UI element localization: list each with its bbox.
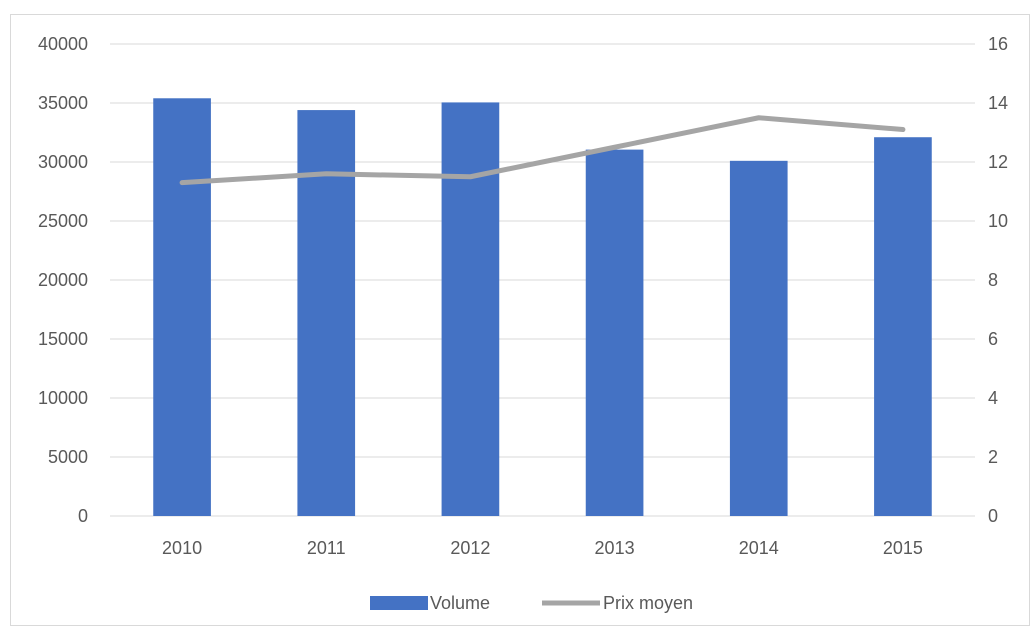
x-tick-label: 2010 (162, 538, 202, 558)
right-tick-label: 4 (988, 388, 998, 408)
right-tick-label: 0 (988, 506, 998, 526)
left-tick-label: 35000 (38, 93, 88, 113)
prix-moyen-series-line (179, 115, 906, 186)
bar-volume-2013 (585, 149, 644, 517)
left-tick-label: 40000 (38, 34, 88, 54)
legend-prix-moyen-label: Prix moyen (603, 593, 693, 613)
right-tick-label: 2 (988, 447, 998, 467)
right-tick-label: 12 (988, 152, 1008, 172)
right-tick-label: 6 (988, 329, 998, 349)
bar-volume-2015 (874, 137, 932, 516)
x-tick-label: 2013 (595, 538, 635, 558)
left-tick-label: 10000 (38, 388, 88, 408)
left-tick-label: 25000 (38, 211, 88, 231)
legend-volume-label: Volume (430, 593, 490, 613)
legend: Volume Prix moyen (370, 593, 693, 613)
legend-volume-swatch (370, 596, 428, 610)
right-axis-ticks: 0 2 4 6 8 10 12 14 16 (988, 34, 1008, 526)
bar-volume-2010 (153, 98, 211, 516)
x-axis-ticks: 2010 2011 2012 2013 2014 2015 (162, 538, 923, 558)
left-tick-label: 30000 (38, 152, 88, 172)
bar-volume-2011 (297, 110, 356, 516)
prix-moyen-line (179, 115, 906, 186)
right-tick-label: 16 (988, 34, 1008, 54)
left-tick-label: 15000 (38, 329, 88, 349)
right-tick-label: 10 (988, 211, 1008, 231)
x-tick-label: 2014 (739, 538, 779, 558)
x-tick-label: 2011 (307, 538, 346, 558)
left-tick-label: 0 (78, 506, 88, 526)
right-tick-label: 14 (988, 93, 1008, 113)
x-tick-label: 2015 (883, 538, 923, 558)
left-tick-label: 5000 (48, 447, 88, 467)
gridlines (110, 43, 975, 517)
bar-volume-2012 (441, 102, 500, 516)
left-axis-ticks: 0 5000 10000 15000 20000 25000 30000 35000 40000 (38, 34, 88, 526)
right-tick-label: 8 (988, 270, 998, 290)
volume-bars (153, 98, 932, 517)
left-tick-label: 20000 (38, 270, 88, 290)
x-tick-label: 2012 (450, 538, 490, 558)
bar-volume-2014 (729, 160, 788, 516)
